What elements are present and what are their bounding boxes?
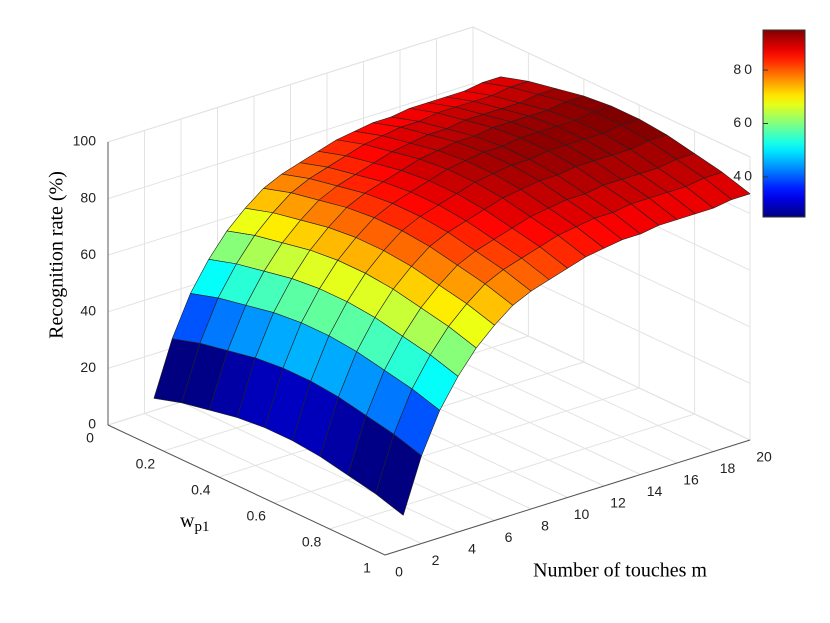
x-axis bbox=[384, 439, 751, 556]
y-axis-label-base: w bbox=[180, 510, 195, 532]
z-axis-label: Recognition rate (%) bbox=[46, 171, 68, 339]
surface-patch bbox=[375, 433, 422, 516]
grid-line bbox=[107, 83, 474, 200]
colorbar: 40 60 80 bbox=[733, 29, 806, 218]
z-tick-label: 20 bbox=[80, 359, 96, 375]
y-axis-label: wp1 bbox=[180, 510, 209, 536]
colorbar-tick-label: 60 bbox=[733, 114, 755, 130]
x-tick-label: 16 bbox=[683, 472, 699, 488]
z-tick-label: 80 bbox=[80, 189, 96, 205]
x-axis-label: Number of touches m bbox=[533, 560, 707, 582]
y-tick-label: 0.2 bbox=[136, 456, 156, 472]
x-tick-label: 0 bbox=[395, 564, 403, 580]
grid-line bbox=[472, 26, 751, 158]
z-tick-label: 40 bbox=[80, 303, 96, 319]
grid-line bbox=[107, 26, 474, 143]
x-tick-label: 18 bbox=[720, 460, 736, 476]
y-axis-label-sub: p1 bbox=[194, 519, 209, 535]
z-tick-label: 100 bbox=[73, 133, 97, 149]
y-tick-label: 1 bbox=[363, 560, 371, 576]
grid-line bbox=[274, 387, 640, 504]
x-tick-label: 10 bbox=[574, 506, 590, 522]
colorbar-scale bbox=[762, 29, 806, 218]
surface bbox=[153, 76, 751, 516]
x-tick-label: 14 bbox=[647, 483, 663, 499]
y-tick-label: 0.6 bbox=[246, 508, 266, 524]
grid-line bbox=[472, 309, 751, 441]
grid-line bbox=[329, 413, 695, 530]
z-tick-label: 0 bbox=[88, 416, 96, 432]
grid-line bbox=[180, 401, 459, 533]
y-tick-label: 0.4 bbox=[191, 482, 211, 498]
y-axis bbox=[107, 424, 386, 556]
z-tick-label: 60 bbox=[80, 246, 96, 262]
axis-labels: Number of touches m Recognition rate (%)… bbox=[46, 171, 708, 581]
x-tick-label: 6 bbox=[505, 529, 513, 545]
x-tick-label: 8 bbox=[541, 518, 549, 534]
grid-line bbox=[436, 321, 714, 452]
x-tick-label: 12 bbox=[610, 495, 626, 511]
x-tick-label: 20 bbox=[756, 449, 772, 465]
y-tick-label: 0.8 bbox=[302, 534, 322, 550]
grid-line bbox=[144, 413, 422, 544]
x-tick-label: 4 bbox=[468, 541, 476, 557]
x-tick-label: 2 bbox=[432, 552, 440, 568]
y-tick-label: 0 bbox=[86, 430, 94, 446]
colorbar-tick-label: 80 bbox=[733, 61, 755, 77]
colorbar-tick-label: 40 bbox=[733, 168, 755, 184]
